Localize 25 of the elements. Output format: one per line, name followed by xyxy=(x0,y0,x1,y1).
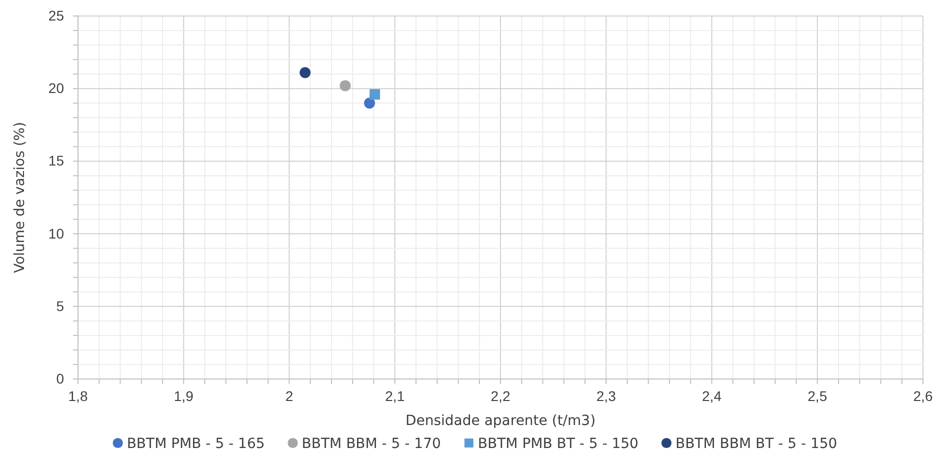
y-tick-label: 0 xyxy=(56,370,64,386)
x-tick-label: 2,2 xyxy=(490,388,510,404)
y-tick-label: 20 xyxy=(48,80,64,96)
legend-label: BBTM PMB BT - 5 - 150 xyxy=(478,436,638,452)
x-tick-label: 1,9 xyxy=(174,388,194,404)
x-tick-label: 2,6 xyxy=(913,388,933,404)
y-axis-title: Volume de vazios (%) xyxy=(12,122,28,274)
point xyxy=(340,80,351,92)
point xyxy=(370,89,380,100)
legend-label: BBTM BBM BT - 5 - 150 xyxy=(675,436,838,452)
x-tick-label: 2,1 xyxy=(385,388,405,404)
x-axis-title: Densidade aparente (t/m3) xyxy=(405,413,596,429)
legend-label: BBTM PMB - 5 - 165 xyxy=(126,436,265,452)
legend-label: BBTM BBM - 5 - 170 xyxy=(302,436,441,452)
y-tick-label: 10 xyxy=(48,225,64,242)
y-tick-label: 25 xyxy=(48,7,64,24)
point xyxy=(364,98,376,109)
x-tick-label: 1,8 xyxy=(68,388,88,404)
x-tick-label: 2,4 xyxy=(702,388,722,404)
y-tick-label: 5 xyxy=(56,298,64,314)
x-tick-label: 2 xyxy=(285,388,294,404)
x-tick-label: 2,3 xyxy=(596,388,616,404)
x-tick-label: 2,5 xyxy=(808,388,828,404)
point xyxy=(300,67,311,78)
y-tick-label: 15 xyxy=(48,152,64,169)
